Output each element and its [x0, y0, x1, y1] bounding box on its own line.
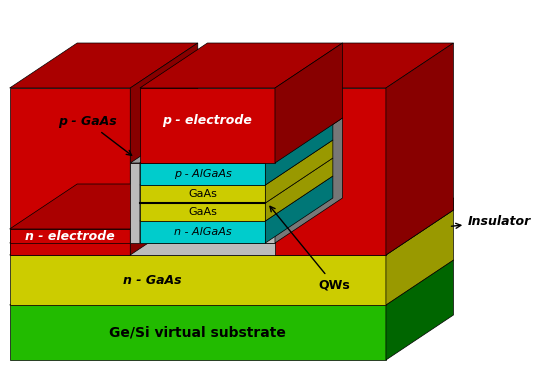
Polygon shape: [10, 88, 130, 255]
Text: n - AlGaAs: n - AlGaAs: [174, 227, 231, 237]
Polygon shape: [266, 118, 333, 185]
Polygon shape: [140, 118, 333, 163]
Polygon shape: [10, 210, 454, 255]
Polygon shape: [140, 185, 266, 203]
Text: n - GaAs: n - GaAs: [124, 273, 182, 286]
Polygon shape: [10, 43, 198, 88]
Polygon shape: [140, 88, 275, 163]
Polygon shape: [275, 88, 386, 255]
Polygon shape: [140, 176, 333, 221]
Text: p - AlGaAs: p - AlGaAs: [174, 169, 231, 179]
Polygon shape: [10, 184, 198, 229]
Polygon shape: [10, 260, 454, 305]
Polygon shape: [266, 176, 333, 243]
Polygon shape: [130, 118, 208, 163]
Polygon shape: [386, 260, 454, 360]
Polygon shape: [10, 305, 386, 360]
Polygon shape: [10, 255, 386, 305]
Polygon shape: [140, 221, 266, 243]
Polygon shape: [386, 43, 454, 255]
Polygon shape: [140, 158, 333, 203]
Polygon shape: [10, 229, 130, 243]
Polygon shape: [266, 118, 343, 163]
Text: p - electrode: p - electrode: [163, 114, 253, 127]
Polygon shape: [140, 140, 333, 185]
Polygon shape: [275, 118, 343, 243]
Text: Ge/Si virtual substrate: Ge/Si virtual substrate: [109, 326, 286, 339]
Polygon shape: [275, 43, 343, 163]
Text: QWs: QWs: [270, 206, 350, 291]
Polygon shape: [140, 203, 266, 221]
Text: n - electrode: n - electrode: [25, 230, 115, 243]
Polygon shape: [140, 43, 343, 88]
Polygon shape: [10, 198, 454, 243]
Polygon shape: [130, 163, 140, 243]
Polygon shape: [275, 43, 454, 88]
Text: GaAs: GaAs: [188, 189, 217, 199]
Polygon shape: [140, 118, 208, 243]
Text: Insulator: Insulator: [451, 215, 531, 228]
Text: p - GaAs: p - GaAs: [58, 115, 132, 155]
Polygon shape: [140, 163, 266, 185]
Polygon shape: [10, 243, 386, 255]
Polygon shape: [266, 158, 333, 221]
Polygon shape: [130, 184, 198, 243]
Polygon shape: [266, 140, 333, 203]
Text: GaAs: GaAs: [188, 207, 217, 217]
Polygon shape: [266, 163, 275, 243]
Polygon shape: [386, 210, 454, 305]
Polygon shape: [386, 198, 454, 255]
Polygon shape: [130, 43, 198, 255]
